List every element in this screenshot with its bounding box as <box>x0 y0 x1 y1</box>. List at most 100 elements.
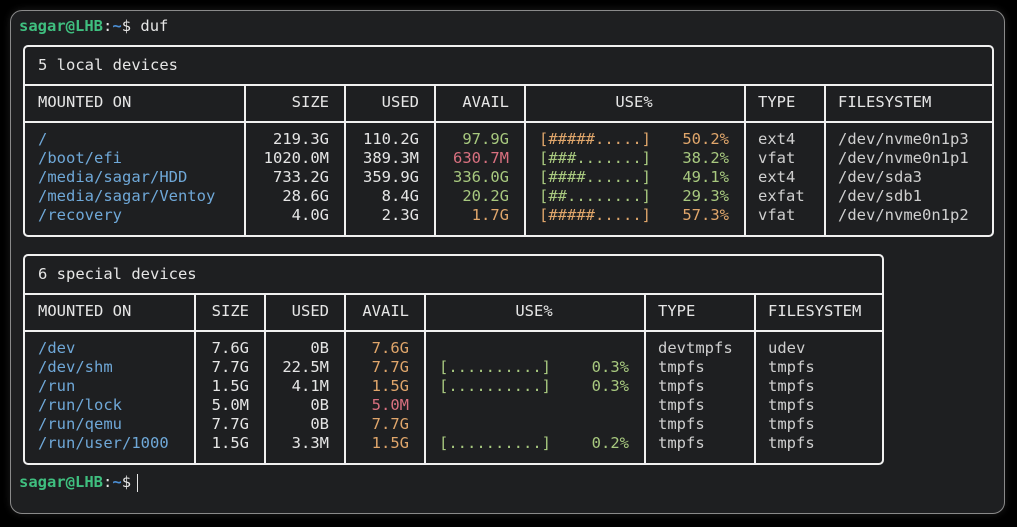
column-header-avail[interactable]: AVAIL <box>362 302 409 320</box>
usage-bar: [##........] <box>539 187 651 205</box>
usage-bar: [..........] <box>439 358 551 376</box>
avail-value: 1.7G <box>471 206 509 224</box>
avail-value: 7.7G <box>371 358 409 376</box>
column-header-used[interactable]: USED <box>381 93 419 111</box>
avail-value: 1.5G <box>371 377 409 395</box>
usage-percent: 0.2% <box>591 434 629 452</box>
mount-point: /media/sagar/HDD <box>38 168 188 186</box>
fs-type: ext4 <box>758 130 796 148</box>
avail-value: 630.7M <box>453 149 509 167</box>
fs-type: tmpfs <box>658 377 705 395</box>
text-cursor <box>137 473 139 492</box>
mount-point: /boot/efi <box>38 149 122 167</box>
size-value: 1020.0M <box>263 149 329 167</box>
usage-bar: [###.......] <box>539 149 651 167</box>
fs-type: tmpfs <box>658 415 705 433</box>
used-value: 8.4G <box>381 187 419 205</box>
column-header-used[interactable]: USED <box>291 302 329 320</box>
special-devices-title: 6 special devices <box>25 256 882 295</box>
column-header-size[interactable]: SIZE <box>291 93 329 111</box>
column-divider <box>434 84 436 235</box>
column-header-size[interactable]: SIZE <box>211 302 249 320</box>
filesystem-name: tmpfs <box>768 377 815 395</box>
column-divider <box>824 84 826 235</box>
filesystem-name: /dev/nvme0n1p2 <box>838 206 969 224</box>
size-value: 7.7G <box>211 415 249 433</box>
filesystem-name: tmpfs <box>768 358 815 376</box>
column-divider <box>194 293 196 463</box>
prompt-line[interactable]: sagar@LHB:~$ <box>19 473 139 492</box>
prompt-user-host: sagar@LHB <box>19 473 103 491</box>
column-header-avail[interactable]: AVAIL <box>462 93 509 111</box>
command-line: sagar@LHB:~$ duf <box>19 17 168 36</box>
column-header-type[interactable]: TYPE <box>658 302 696 320</box>
fs-type: tmpfs <box>658 434 705 452</box>
size-value: 1.5G <box>211 377 249 395</box>
usage-percent: 50.2% <box>682 130 729 148</box>
column-divider <box>244 84 246 235</box>
mount-point: / <box>38 130 48 148</box>
local-devices-title: 5 local devices <box>25 47 992 86</box>
column-divider <box>744 84 746 235</box>
filesystem-name: tmpfs <box>768 434 815 452</box>
column-header-mounted-on[interactable]: MOUNTED ON <box>38 302 132 320</box>
prompt-colon: : <box>103 473 113 491</box>
column-divider <box>344 84 346 235</box>
fs-type: tmpfs <box>658 358 705 376</box>
mount-point: /dev/shm <box>38 358 113 376</box>
avail-value: 20.2G <box>462 187 509 205</box>
avail-value: 336.0G <box>453 168 509 186</box>
fs-type: vfat <box>758 206 796 224</box>
mount-point: /media/sagar/Ventoy <box>38 187 216 205</box>
avail-value: 1.5G <box>371 434 409 452</box>
used-value: 110.2G <box>363 130 419 148</box>
mount-point: /run/lock <box>38 396 122 414</box>
used-value: 359.9G <box>363 168 419 186</box>
column-divider <box>264 293 266 463</box>
mount-point: /run/qemu <box>38 415 122 433</box>
column-header-mounted-on[interactable]: MOUNTED ON <box>38 93 132 111</box>
filesystem-name: /dev/nvme0n1p3 <box>838 130 969 148</box>
prompt-path: ~ <box>112 17 122 35</box>
mount-point: /recovery <box>38 206 122 224</box>
size-value: 1.5G <box>211 434 249 452</box>
mount-point: /run/user/1000 <box>38 434 169 452</box>
usage-bar: [#####.....] <box>539 206 651 224</box>
column-header-use-pct[interactable]: USE% <box>615 93 653 111</box>
filesystem-name: tmpfs <box>768 415 815 433</box>
used-value: 0B <box>310 396 329 414</box>
used-value: 0B <box>310 415 329 433</box>
fs-type: exfat <box>758 187 805 205</box>
used-value: 0B <box>310 339 329 357</box>
used-value: 3.3M <box>291 434 329 452</box>
filesystem-name: /dev/sda3 <box>838 168 922 186</box>
fs-type: devtmpfs <box>658 339 733 357</box>
usage-percent: 0.3% <box>591 377 629 395</box>
usage-percent: 38.2% <box>682 149 729 167</box>
column-divider <box>754 293 756 463</box>
size-value: 28.6G <box>282 187 329 205</box>
fs-type: tmpfs <box>658 396 705 414</box>
prompt-path: ~ <box>112 473 122 491</box>
size-value: 5.0M <box>211 396 249 414</box>
fs-type: ext4 <box>758 168 796 186</box>
used-value: 2.3G <box>381 206 419 224</box>
filesystem-name: udev <box>768 339 806 357</box>
used-value: 22.5M <box>282 358 329 376</box>
usage-percent: 29.3% <box>682 187 729 205</box>
column-header-type[interactable]: TYPE <box>758 93 796 111</box>
special-header-row <box>25 293 882 332</box>
prompt-user-host: sagar@LHB <box>19 17 103 35</box>
size-value: 7.6G <box>211 339 249 357</box>
local-header-row <box>25 84 992 123</box>
filesystem-name: /dev/nvme0n1p1 <box>838 149 969 167</box>
avail-value: 7.7G <box>371 415 409 433</box>
usage-bar: [..........] <box>439 377 551 395</box>
column-header-filesystem[interactable]: FILESYSTEM <box>838 93 932 111</box>
fs-type: vfat <box>758 149 796 167</box>
prompt-symbol: $ <box>121 17 132 35</box>
column-header-use-pct[interactable]: USE% <box>515 302 553 320</box>
avail-value: 97.9G <box>462 130 509 148</box>
column-divider <box>524 84 526 235</box>
column-header-filesystem[interactable]: FILESYSTEM <box>768 302 862 320</box>
